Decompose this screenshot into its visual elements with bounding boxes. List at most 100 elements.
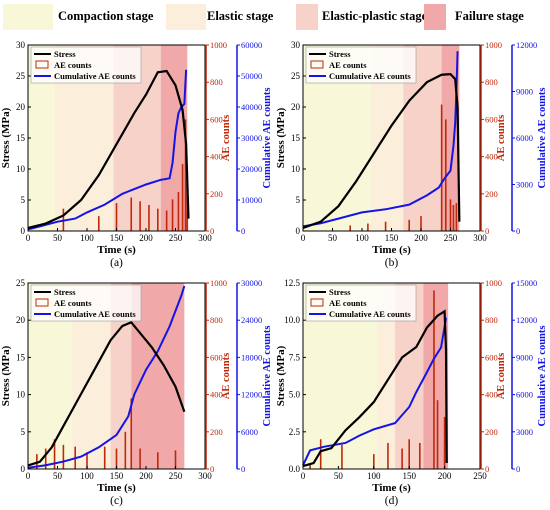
stress-tick-label: 20 — [16, 102, 26, 112]
ae-bar-1 — [319, 439, 322, 469]
ae-bar-8 — [124, 431, 127, 469]
stress-axis-label: Stress (MPa) — [275, 107, 287, 168]
x-tick-label: 250 — [473, 471, 487, 481]
plot-frame — [302, 282, 481, 470]
ae-tick-label: 600 — [485, 352, 498, 362]
stage-region-3 — [110, 283, 132, 469]
ae-tick-label: 0 — [485, 464, 489, 474]
ae-bar-7 — [449, 199, 452, 231]
cum-tick-label: 6000 — [516, 390, 533, 400]
legend-stress-label: Stress — [54, 287, 76, 297]
cum-tick-label: 30000 — [241, 278, 262, 288]
ae-bar-1 — [98, 216, 100, 231]
legend-ae-label: AE counts — [54, 298, 92, 308]
stress-tick-label: 25 — [291, 71, 301, 81]
ae-bar-2 — [53, 439, 56, 469]
x-tick-label: 150 — [402, 471, 416, 481]
x-tick-label: 250 — [169, 471, 183, 481]
ae-tick-label: 800 — [210, 77, 223, 87]
stage-key-compaction — [3, 4, 53, 30]
ae-bar-3 — [408, 219, 410, 231]
stress-tick-label: 10 — [16, 164, 26, 174]
stress-tick-label: 20 — [16, 315, 26, 325]
ae-bar-10 — [443, 416, 446, 469]
legend-stress-label: Stress — [329, 287, 351, 297]
chart-panel-b: 0 50 100 150 200 250 300 Time (s) 0 5 10 15 20 25 30 St… — [275, 34, 550, 272]
chart-svg-c: 0 50 100 150 200 250 300 Time (s) 0 5 10 15 20 25 Stre… — [0, 278, 273, 507]
legend-ae-swatch — [35, 60, 49, 69]
legend-cum-label: Cumulative AE counts — [329, 309, 411, 319]
stage-label-elastic: Elastic stage — [207, 9, 274, 23]
ae-bar-3 — [373, 454, 375, 469]
stress-tick-label: 0 — [296, 226, 301, 236]
ae-bar-0 — [36, 454, 38, 469]
x-tick-label: 0 — [301, 233, 306, 243]
x-tick-label: 0 — [301, 471, 306, 481]
stage-key-failure — [424, 4, 446, 30]
stress-tick-label: 0 — [21, 226, 26, 236]
chart-panel-c: 0 50 100 150 200 250 300 Time (s) 0 5 10 15 20 25 Stre… — [0, 272, 275, 510]
legend-cum-label: Cumulative AE counts — [54, 71, 136, 81]
x-tick-label: 100 — [367, 471, 381, 481]
cum-tick-label: 30000 — [241, 133, 262, 143]
ae-tick-label: 1000 — [210, 278, 227, 288]
ae-tick-label: 800 — [210, 315, 223, 325]
ae-bar-11 — [157, 452, 159, 469]
ae-bar-11 — [184, 119, 187, 231]
cum-tick-label: 3000 — [516, 180, 533, 190]
x-tick-label: 200 — [414, 233, 428, 243]
ae-bar-7 — [115, 448, 118, 469]
ae-tick-label: 200 — [485, 427, 498, 437]
cum-tick-label: 12000 — [516, 40, 537, 50]
ae-bar-8 — [452, 204, 455, 231]
x-tick-label: 200 — [139, 233, 153, 243]
legend-ae-label: AE counts — [329, 60, 367, 70]
ae-axis-label: AE counts — [221, 353, 232, 399]
stress-tick-label: 25 — [16, 278, 26, 288]
cum-tick-label: 0 — [516, 226, 520, 236]
cum-axis-label: Cumulative AE counts — [537, 326, 548, 427]
chart-svg-d: 0 50 100 150 200 250 Time (s) 0.0 2.5 5.0 7.5 10.0 1… — [275, 278, 548, 507]
stress-tick-label: 5.0 — [289, 390, 301, 400]
ae-tick-label: 400 — [485, 152, 498, 162]
ae-axis-label: AE counts — [496, 115, 507, 161]
stress-tick-label: 5 — [21, 195, 26, 205]
ae-bar-5 — [401, 448, 403, 469]
x-tick-label: 150 — [385, 233, 399, 243]
x-tick-label: 50 — [53, 471, 63, 481]
legend-ae-label: AE counts — [54, 60, 92, 70]
cum-tick-label: 12000 — [516, 315, 537, 325]
ae-bar-10 — [139, 448, 141, 469]
ae-tick-label: 1000 — [210, 40, 227, 50]
ae-bar-4 — [139, 201, 141, 231]
ae-bar-2 — [341, 444, 343, 469]
x-tick-label: 100 — [80, 233, 94, 243]
stress-tick-label: 2.5 — [289, 427, 301, 437]
x-tick-label: 200 — [139, 471, 153, 481]
ae-bar-1 — [44, 448, 47, 469]
panel-label: (b) — [385, 257, 399, 269]
ae-bar-7 — [419, 442, 421, 469]
ae-tick-label: 800 — [485, 315, 498, 325]
ae-tick-label: 0 — [210, 226, 214, 236]
stress-tick-label: 30 — [291, 40, 301, 50]
ae-bar-6 — [157, 208, 159, 231]
ae-bar-5 — [148, 204, 150, 231]
cum-tick-label: 6000 — [241, 427, 258, 437]
x-axis-label: Time (s) — [97, 482, 136, 494]
legend-stress-label: Stress — [329, 49, 351, 59]
cum-tick-label: 9000 — [516, 352, 533, 362]
x-tick-label: 100 — [80, 471, 94, 481]
stage-legend: Compaction stage Elastic stage Elastic-p… — [0, 0, 550, 34]
stage-region-2 — [377, 283, 396, 469]
x-tick-label: 50 — [53, 233, 63, 243]
cum-tick-label: 18000 — [241, 352, 262, 362]
ae-bar-4 — [420, 216, 422, 231]
x-tick-label: 300 — [473, 233, 487, 243]
stage-label-compaction: Compaction stage — [58, 9, 154, 23]
cumulative-ae-line — [27, 69, 188, 231]
x-tick-label: 150 — [110, 233, 124, 243]
ae-tick-label: 600 — [485, 114, 498, 124]
stress-axis-label: Stress (MPa) — [275, 345, 287, 406]
ae-bar-3 — [62, 444, 65, 469]
